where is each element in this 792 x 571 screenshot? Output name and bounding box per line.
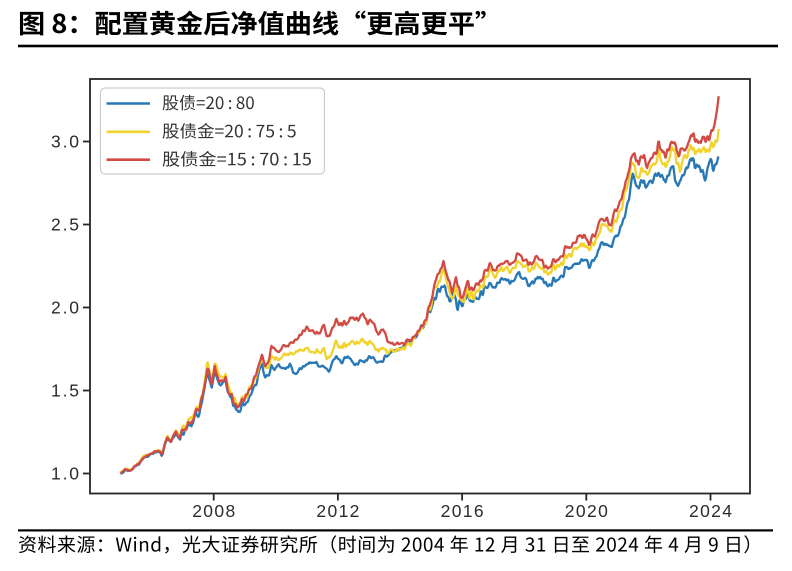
svg-text:2008: 2008 [192,501,235,521]
svg-text:2.0: 2.0 [51,298,79,318]
svg-text:2012: 2012 [316,501,359,521]
svg-text:2.5: 2.5 [51,215,79,235]
svg-text:2024: 2024 [689,501,732,521]
svg-text:3.0: 3.0 [51,132,79,152]
svg-text:2016: 2016 [441,501,484,521]
svg-text:1.0: 1.0 [51,464,79,484]
svg-text:1.5: 1.5 [51,381,79,401]
svg-text:2020: 2020 [565,501,608,521]
